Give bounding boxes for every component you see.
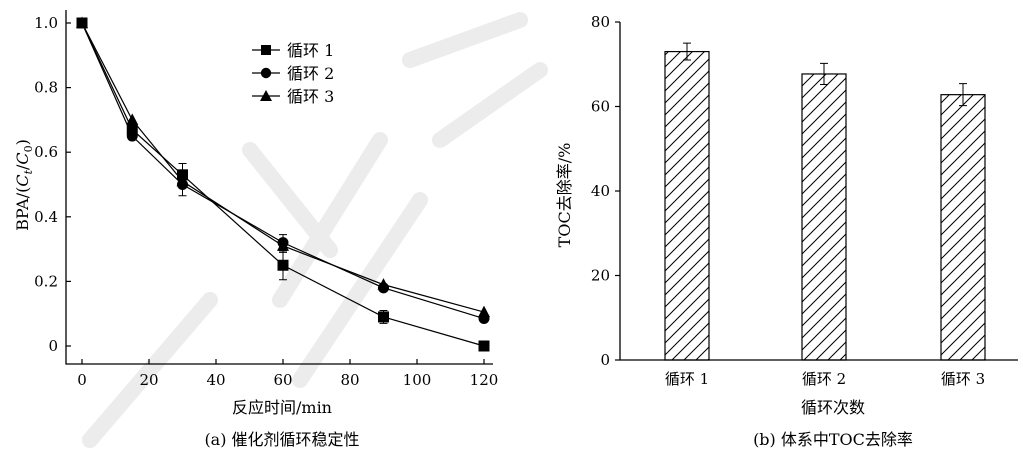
legend-label: 循环 2	[287, 64, 334, 83]
x-tick-label: 60	[273, 371, 292, 389]
legend-label: 循环 3	[287, 87, 334, 106]
series-line	[81, 22, 485, 347]
legend-label: 循环 1	[287, 41, 334, 60]
line-chart-axes	[65, 10, 493, 365]
y-tick-label: 80	[591, 13, 610, 31]
line-chart-x-ticks: 0 20 40 60 80 100 120	[77, 359, 498, 389]
data-point-triangle	[478, 305, 490, 318]
y-tick-label: 0.8	[34, 79, 58, 97]
data-point-triangle	[377, 278, 390, 290]
bar-chart-bars	[664, 42, 986, 361]
x-tick-label: 0	[77, 371, 87, 389]
data-point-triangle	[176, 174, 189, 187]
bar-cycle-2	[801, 62, 847, 361]
line-chart-series	[76, 16, 490, 352]
y-tick-label: 60	[591, 98, 610, 116]
line-chart-x-axis-label: 反应时间/min	[232, 398, 332, 417]
bar-chart-x-axis-label: 循环次数	[801, 398, 865, 417]
x-tick-label: 80	[340, 371, 359, 389]
line-chart-caption: (a) 催化剂循环稳定性	[204, 430, 359, 449]
bar	[664, 50, 710, 361]
y-tick-label: 0.4	[34, 208, 58, 226]
error-bar	[820, 62, 828, 86]
bar	[940, 94, 986, 361]
x-tick-label: 循环 3	[941, 370, 985, 388]
legend-item-cycle-1: 循环 1	[252, 41, 334, 60]
data-point-triangle	[126, 113, 139, 125]
legend-circle-marker	[260, 67, 272, 79]
y-tick-label: 40	[591, 182, 610, 200]
legend-item-cycle-2: 循环 2	[252, 64, 334, 83]
error-bar	[959, 83, 967, 107]
x-tick-label: 循环 1	[665, 370, 709, 388]
bar	[801, 73, 847, 361]
x-tick-label: 100	[403, 371, 432, 389]
data-point-square	[378, 311, 389, 323]
bar-chart-y-ticks: 0 20 40 60 80	[591, 13, 620, 369]
line-chart: 0 20 40 60 80 100 120 0 0.2 0.4 0.6 0.8 1.0 反应时间/mi…	[13, 10, 498, 449]
bar-chart-x-ticks: 循环 1 循环 2 循环 3	[665, 370, 985, 388]
error-bar	[683, 42, 691, 61]
legend-triangle-marker	[260, 90, 272, 101]
watermark	[82, 12, 548, 448]
y-tick-label: 0.6	[34, 143, 58, 161]
x-tick-label: 循环 2	[802, 370, 846, 388]
bar-chart-y-axis-label: TOC去除率/%	[555, 143, 574, 248]
legend-square-marker	[261, 45, 271, 55]
y-tick-label: 1.0	[34, 14, 58, 32]
bar-chart: 0 20 40 60 80 循环 1 循环 2 循环 3 循环次数 TOC去除率/% (b)…	[555, 13, 1018, 449]
data-point-triangle	[277, 239, 289, 251]
y-tick-label: 0	[48, 337, 58, 355]
line-chart-legend: 循环 1 循环 2 循环 3	[252, 41, 334, 106]
bar-chart-caption: (b) 体系中TOC去除率	[753, 430, 913, 449]
x-tick-label: 120	[470, 371, 499, 389]
bar-cycle-1	[664, 42, 710, 361]
series-line	[81, 22, 485, 313]
data-point-square	[277, 259, 289, 271]
data-point-triangle	[76, 16, 88, 28]
y-tick-label: 0.2	[34, 272, 58, 290]
y-tick-label: 0	[600, 351, 610, 369]
line-chart-y-ticks: 0 0.2 0.4 0.6 0.8 1.0	[34, 14, 71, 355]
series-cycle-3	[76, 16, 490, 318]
data-point-square	[478, 340, 490, 352]
y-tick-label: 20	[591, 267, 610, 285]
data-point-square	[126, 124, 138, 136]
bar-cycle-3	[940, 83, 986, 361]
x-tick-label: 40	[206, 371, 225, 389]
line-chart-y-axis-label: BPA/(Ct/C0)	[13, 139, 35, 231]
legend-item-cycle-3: 循环 3	[252, 87, 334, 106]
x-tick-label: 20	[139, 371, 158, 389]
data-point-circle	[126, 130, 138, 142]
